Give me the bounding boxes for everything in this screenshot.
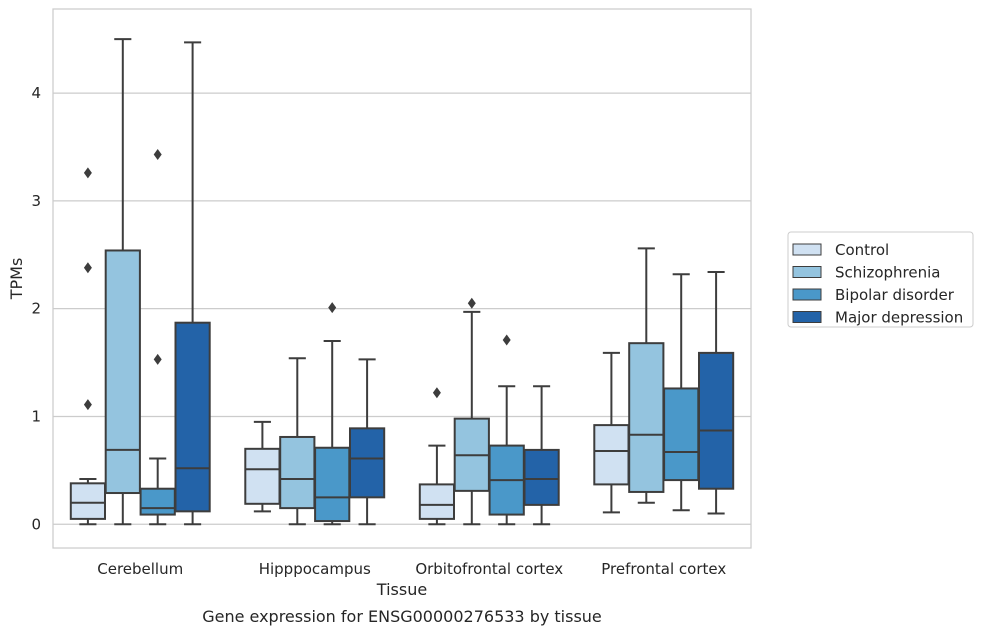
box-group: [314, 302, 351, 526]
box-group: [104, 38, 141, 526]
legend-swatch: [792, 311, 822, 323]
box: [593, 424, 630, 486]
box-group: [174, 41, 211, 526]
legend-frame: [787, 231, 974, 328]
box: [663, 387, 700, 482]
x-axis-ticks: Cerebellum Hipppocampus Orbitofrontal cort…: [97, 560, 726, 578]
y-axis-ticks: 0 1 2 3 4: [31, 84, 41, 533]
y-tick-label: 1: [31, 407, 41, 425]
box-group: [663, 273, 700, 512]
box-group: [418, 387, 456, 526]
outlier-point: [502, 334, 511, 346]
box-plot-marks: [69, 38, 735, 526]
outlier-point: [432, 387, 441, 399]
box: [314, 446, 351, 523]
legend-swatch: [792, 243, 822, 256]
box: [104, 249, 141, 495]
box-group: [523, 385, 560, 526]
legend: Control Schizophrenia Bipolar disorder Majo…: [787, 231, 974, 328]
x-tick-label: Cerebellum: [97, 560, 183, 578]
outlier-point: [467, 297, 476, 309]
box-group: [244, 420, 281, 513]
y-tick-label: 4: [31, 84, 41, 102]
outlier-point: [83, 262, 92, 274]
box-group: [488, 334, 525, 526]
y-tick-label: 3: [31, 192, 41, 210]
box-group: [348, 358, 386, 526]
box: [69, 482, 107, 520]
box-group: [697, 271, 735, 515]
outlier-point: [83, 167, 92, 179]
box: [244, 447, 281, 505]
plot-frame: [52, 8, 752, 549]
legend-label: Control: [835, 241, 889, 259]
box-group: [69, 167, 107, 526]
outlier-point: [153, 353, 162, 365]
legend-swatch: [792, 288, 822, 301]
legend-label: Bipolar disorder: [835, 286, 955, 304]
x-tick-label: Hipppocampus: [259, 560, 371, 578]
x-axis-label: Tissue: [376, 580, 427, 599]
x-tick-label: Orbitofrontal cortex: [415, 560, 563, 578]
box-group: [139, 149, 176, 526]
box: [628, 342, 665, 493]
box: [348, 427, 386, 499]
box: [174, 321, 211, 513]
box-group: [453, 297, 490, 526]
y-axis-label: TPMs: [7, 258, 26, 301]
legend-swatch: [792, 266, 822, 278]
legend-label: Major depression: [835, 309, 963, 327]
box: [139, 487, 176, 516]
box-group: [593, 351, 630, 514]
outlier-point: [153, 149, 162, 161]
box-group: [279, 357, 316, 526]
x-tick-label: Prefrontal cortex: [601, 560, 726, 578]
box-group: [628, 247, 665, 504]
legend-label: Schizophrenia: [835, 264, 940, 282]
outlier-point: [328, 302, 337, 314]
box: [697, 351, 735, 490]
figure-caption: Gene expression for ENSG00000276533 by t…: [202, 607, 602, 626]
y-tick-label: 0: [31, 515, 41, 533]
outlier-point: [83, 399, 92, 411]
y-tick-label: 2: [31, 300, 41, 318]
box: [418, 483, 456, 520]
box: [523, 448, 560, 506]
box: [279, 435, 316, 510]
